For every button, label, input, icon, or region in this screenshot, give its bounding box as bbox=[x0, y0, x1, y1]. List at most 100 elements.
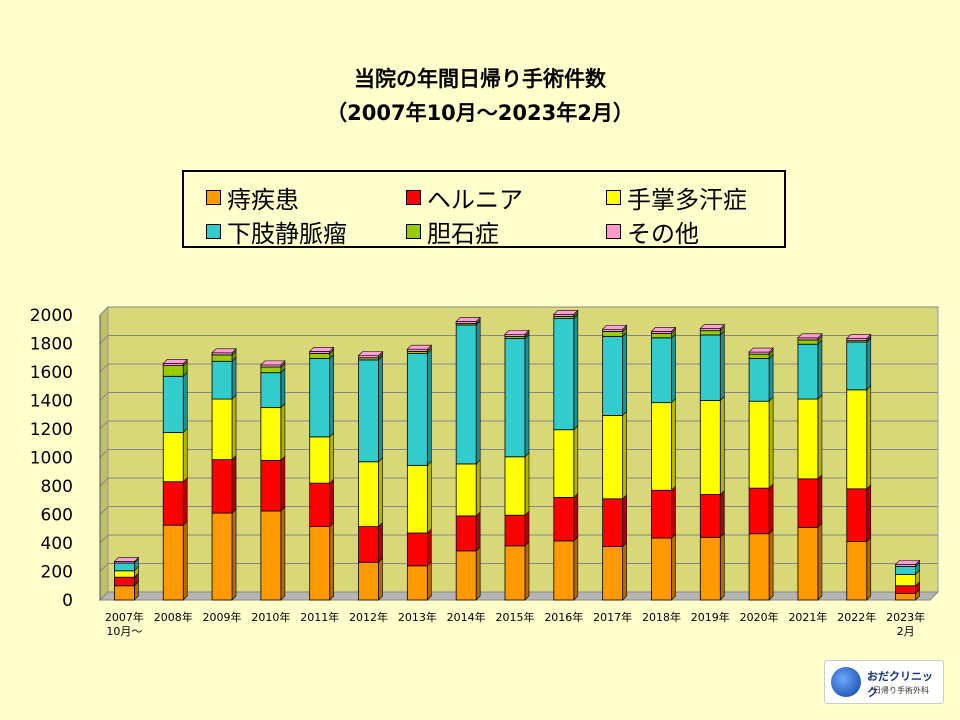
bar-segment bbox=[602, 328, 624, 332]
bar-segment bbox=[114, 570, 135, 578]
x-tick-label: 2009年 bbox=[203, 610, 242, 624]
bar-segment-side bbox=[182, 371, 188, 434]
legend-label: 下肢静脈瘤 bbox=[227, 220, 347, 248]
bar-top bbox=[699, 324, 726, 329]
bar-segment-side bbox=[524, 541, 530, 601]
bar-segment-side bbox=[475, 511, 481, 552]
bar-segment bbox=[504, 514, 526, 547]
bar-segment bbox=[748, 400, 770, 489]
legend-label: その他 bbox=[627, 220, 699, 248]
bar-segment-side bbox=[671, 397, 676, 491]
bar-segment-side bbox=[622, 410, 627, 500]
clinic-logo: おだクリニック 日帰り手術外科 bbox=[824, 660, 944, 704]
bar-segment-side bbox=[427, 561, 432, 601]
bar-segment-side bbox=[329, 353, 335, 438]
chart-title-line2: （2007年10月～2023年2月） bbox=[326, 101, 634, 125]
bar-segment-side bbox=[280, 367, 286, 409]
x-tick-label: 2012年 bbox=[349, 610, 388, 624]
legend-item: 痔疾患 bbox=[206, 180, 299, 215]
bar-segment bbox=[651, 337, 672, 404]
bar-segment bbox=[602, 546, 624, 601]
legend-swatch bbox=[406, 224, 421, 239]
bar-segment-side bbox=[231, 356, 237, 400]
bar-top bbox=[894, 560, 921, 565]
bar-segment-side bbox=[182, 520, 188, 601]
y-tick-label: 400 bbox=[41, 534, 73, 554]
bar-segment bbox=[895, 585, 916, 594]
bar-top bbox=[357, 351, 384, 356]
y-tick-label: 1200 bbox=[30, 420, 73, 440]
bar-segment bbox=[553, 540, 575, 601]
bar-segment bbox=[211, 352, 233, 356]
x-tick-label: 2014年 bbox=[447, 610, 486, 624]
legend-item: 手掌多汗症 bbox=[606, 180, 747, 215]
x-tick-label: 10月～ bbox=[106, 625, 142, 638]
bar-top bbox=[504, 329, 530, 335]
x-tick-label: 2018年 bbox=[642, 610, 681, 624]
y-tick-label: 600 bbox=[41, 506, 73, 526]
legend-label: 手掌多汗症 bbox=[627, 186, 747, 214]
x-tick-label: 2022年 bbox=[837, 610, 876, 624]
legend-swatch bbox=[406, 190, 421, 205]
bar-segment-side bbox=[475, 459, 481, 517]
bar-segment-side bbox=[231, 508, 237, 601]
bar-segment bbox=[748, 533, 770, 601]
bar-segment bbox=[504, 338, 526, 458]
bar-segment bbox=[699, 334, 721, 401]
bar-segment bbox=[211, 512, 233, 601]
bar-segment bbox=[162, 481, 184, 526]
legend-item: 胆石症 bbox=[406, 214, 499, 249]
bar-segment-side bbox=[182, 477, 188, 526]
bar-segment-side bbox=[524, 510, 530, 547]
bar-segment bbox=[797, 339, 819, 345]
bar-segment bbox=[797, 526, 819, 601]
bar-segment bbox=[358, 561, 379, 601]
bar-segment bbox=[406, 565, 428, 601]
bar-segment bbox=[895, 593, 916, 601]
bar-segment bbox=[162, 524, 184, 601]
bar-segment bbox=[797, 398, 819, 480]
bar-top bbox=[162, 359, 188, 364]
bar-segment bbox=[455, 550, 477, 601]
bar-segment bbox=[114, 562, 135, 572]
bar-segment bbox=[455, 321, 477, 324]
chart-legend: 痔疾患 ヘルニア 手掌多汗症 下肢静脈瘤 胆石症 その他 bbox=[182, 170, 786, 248]
bar-segment bbox=[797, 337, 819, 341]
bar-segment bbox=[602, 498, 624, 547]
bar-segment bbox=[162, 363, 184, 366]
bar-segment bbox=[358, 355, 379, 359]
bar-segment-side bbox=[231, 454, 237, 514]
bar-segment bbox=[211, 459, 233, 514]
bar-segment bbox=[406, 353, 428, 466]
bar-segment bbox=[455, 463, 477, 517]
bar-segment-side bbox=[573, 536, 579, 601]
bar-segment-side bbox=[622, 494, 627, 548]
bar-segment bbox=[211, 398, 233, 461]
bar-segment bbox=[309, 436, 331, 484]
y-tick-label: 1800 bbox=[30, 335, 73, 355]
x-tick-label: 2008年 bbox=[154, 610, 193, 624]
bar-segment bbox=[162, 375, 184, 433]
bar-segment-side bbox=[329, 521, 335, 601]
bar-segment-side bbox=[719, 532, 725, 601]
bar-segment-side bbox=[817, 522, 823, 601]
bar-top bbox=[553, 309, 579, 315]
bar-segment-side bbox=[378, 355, 383, 463]
bar-segment bbox=[358, 359, 379, 463]
bar-segment bbox=[699, 330, 721, 336]
bar-segment-side bbox=[378, 557, 383, 601]
logo-mark-icon bbox=[831, 667, 861, 697]
bar-segment-side bbox=[768, 483, 774, 535]
bar-segment-side bbox=[817, 474, 823, 529]
x-tick-label: 2019年 bbox=[691, 610, 730, 624]
bar-segment bbox=[260, 510, 282, 601]
bar-segment bbox=[406, 348, 428, 352]
bar-segment bbox=[651, 330, 672, 334]
bar-top bbox=[211, 348, 237, 354]
bar-segment-side bbox=[329, 478, 335, 528]
bar-segment-side bbox=[280, 455, 286, 512]
bar-segment-side bbox=[719, 489, 725, 539]
bar-top bbox=[846, 334, 872, 339]
bar-segment bbox=[309, 350, 331, 354]
x-tick-label: 2021年 bbox=[788, 610, 827, 624]
